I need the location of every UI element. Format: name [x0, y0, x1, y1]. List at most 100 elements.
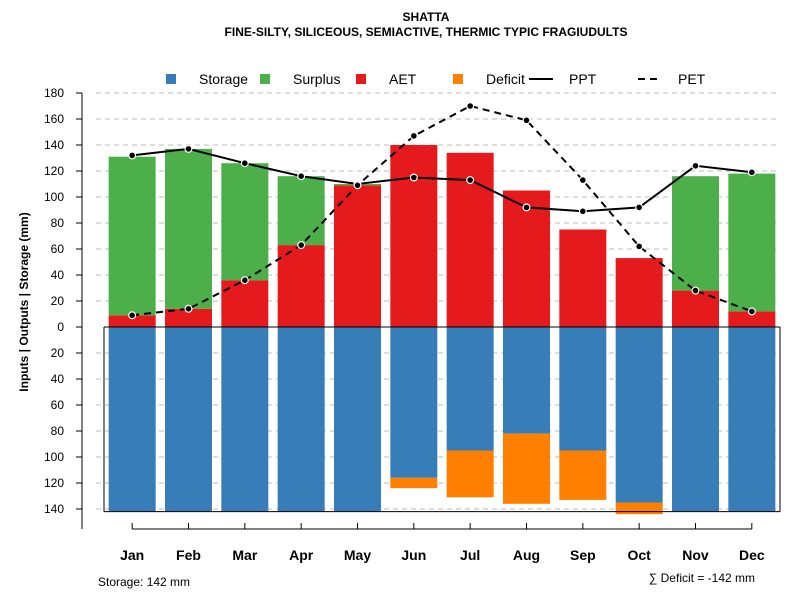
x-tick-label-apr: Apr: [289, 547, 314, 563]
ppt-point-jul: [466, 176, 475, 185]
pet-point-may: [353, 181, 362, 190]
y-tick-label: 120: [44, 164, 64, 178]
aet-bar-may: [334, 185, 381, 327]
deficit-bar-sep: [559, 450, 607, 500]
gridlines: [96, 92, 780, 510]
pet-point-mar: [240, 276, 249, 285]
storage-bar-mar: [221, 327, 269, 512]
legend-label-aet: AET: [389, 71, 417, 87]
deficit-annotation: ∑ Deficit = -142 mm: [649, 571, 755, 585]
pet-point-apr: [297, 241, 306, 250]
x-tick-label-mar: Mar: [232, 547, 257, 563]
aet-bar-sep: [559, 229, 607, 327]
ppt-point-nov: [691, 161, 700, 170]
x-tick-label-sep: Sep: [570, 547, 596, 563]
y-tick-label: 80: [51, 216, 65, 230]
legend-label-ppt: PPT: [569, 71, 597, 87]
legend-label-deficit: Deficit: [486, 71, 525, 87]
aet-bar-apr: [277, 245, 325, 327]
legend-label-storage: Storage: [199, 71, 248, 87]
pet-point-jul: [466, 101, 475, 110]
aet-bar-jun: [390, 145, 438, 327]
pet-point-feb: [184, 304, 193, 313]
pet-point-nov: [691, 286, 700, 295]
deficit-bar-oct: [615, 502, 663, 515]
storage-annotation: Storage: 142 mm: [98, 575, 190, 589]
storage-bar-oct: [615, 327, 663, 503]
ppt-point-dec: [747, 168, 756, 177]
storage-bar-apr: [277, 327, 325, 512]
y-tick-label: 100: [44, 190, 64, 204]
y-tick-label: 0: [57, 320, 64, 334]
chart-title: SHATTA: [403, 10, 450, 24]
ppt-point-aug: [522, 203, 531, 212]
y-tick-label: 180: [44, 86, 64, 100]
surplus-bar-mar: [221, 163, 269, 281]
surplus-bar-jan: [108, 156, 156, 316]
surplus-bar-apr: [277, 176, 325, 246]
storage-bar-jun: [390, 327, 438, 478]
y-tick-label: 20: [51, 294, 65, 308]
x-tick-label-may: May: [344, 547, 371, 563]
y-axis-label: Inputs | Outputs | Storage (mm): [17, 212, 31, 391]
legend-swatch-storage: [166, 74, 176, 84]
ppt-point-oct: [635, 203, 644, 212]
x-tick-label-dec: Dec: [739, 547, 765, 563]
y-tick-label: 40: [51, 372, 65, 386]
aet-bar-oct: [615, 258, 663, 327]
y-tick-label: 140: [44, 502, 64, 516]
storage-bar-jan: [108, 327, 156, 512]
x-tick-label-oct: Oct: [627, 547, 651, 563]
pet-point-dec: [747, 307, 756, 316]
x-axis: Jan Feb Mar Apr May Jun Jul Aug Sep Oct Nov Dec: [120, 523, 765, 563]
surplus-bar-feb: [165, 148, 212, 309]
y-tick-label: 60: [51, 242, 65, 256]
y-tick-label: 140: [44, 138, 64, 152]
ppt-point-sep: [578, 207, 587, 216]
pet-point-oct: [635, 242, 644, 251]
legend-swatch-surplus: [260, 74, 270, 84]
y-tick-label: 120: [44, 476, 64, 490]
y-tick-label: 100: [44, 450, 64, 464]
legend-swatch-deficit: [453, 74, 463, 84]
surplus-bar-nov: [672, 176, 719, 291]
aet-bar-dec: [728, 311, 776, 327]
y-tick-label: 40: [51, 268, 65, 282]
ppt-point-apr: [297, 172, 306, 181]
bars-layer: [103, 145, 781, 515]
storage-bar-may: [334, 327, 381, 512]
x-tick-label-nov: Nov: [682, 547, 709, 563]
pet-point-sep: [578, 176, 587, 185]
deficit-bar-jul: [446, 450, 494, 498]
x-tick-label-aug: Aug: [513, 547, 540, 563]
ppt-point-feb: [184, 144, 193, 153]
storage-bar-feb: [165, 327, 212, 512]
storage-bar-jul: [446, 327, 494, 451]
storage-bar-sep: [559, 327, 607, 451]
y-tick-label: 20: [51, 346, 65, 360]
storage-bar-dec: [728, 327, 776, 512]
pet-line: [132, 104, 753, 317]
deficit-bar-jun: [390, 477, 438, 489]
pet-point-aug: [522, 116, 531, 125]
storage-bar-aug: [503, 327, 550, 434]
aet-bar-jan: [108, 315, 156, 327]
legend-label-pet: PET: [678, 71, 706, 87]
ppt-point-jun: [409, 173, 418, 182]
lines-layer: [128, 101, 756, 320]
surplus-bar-dec: [728, 173, 776, 312]
aet-bar-feb: [165, 308, 212, 327]
y-tick-label: 160: [44, 112, 64, 126]
y-axis: 180 160 140 120 100 80 60 40 20 0 20 40 60 80 100 120 14…: [44, 86, 83, 529]
x-tick-label-jan: Jan: [120, 547, 144, 563]
ppt-point-jan: [128, 151, 137, 160]
pet-point-jun: [409, 131, 418, 140]
aet-bar-mar: [221, 280, 269, 327]
chart-subtitle: FINE-SILTY, SILICEOUS, SEMIACTIVE, THERM…: [225, 25, 628, 39]
y-tick-label: 80: [51, 424, 65, 438]
x-tick-label-feb: Feb: [176, 547, 201, 563]
legend-swatch-aet: [356, 74, 366, 84]
legend-label-surplus: Surplus: [293, 71, 340, 87]
storage-bar-nov: [672, 327, 719, 512]
